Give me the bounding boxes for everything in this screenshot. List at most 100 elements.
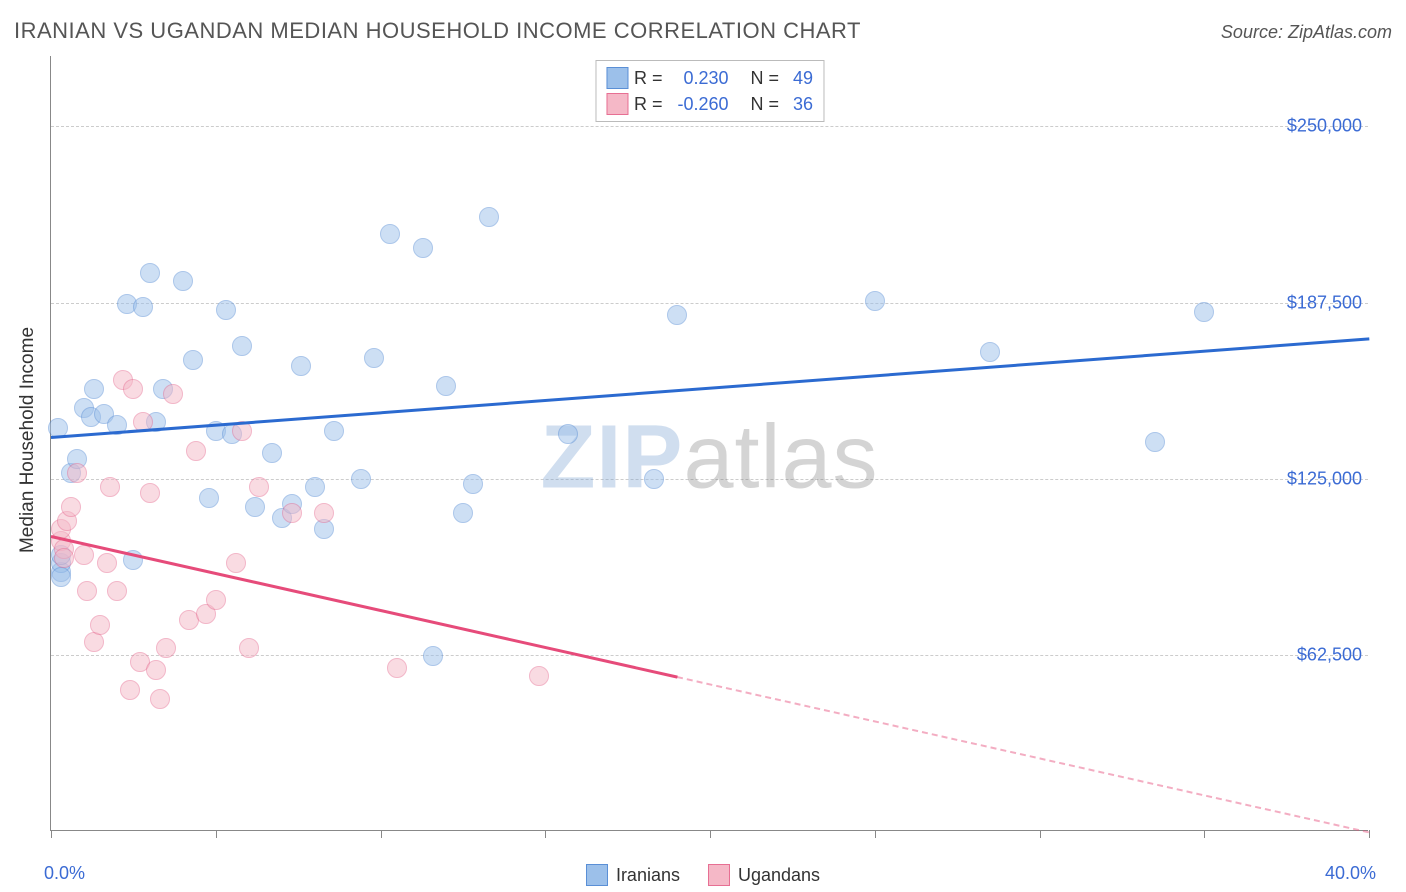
y-tick-label: $125,000: [1287, 468, 1362, 489]
scatter-point: [529, 666, 549, 686]
scatter-point: [387, 658, 407, 678]
x-tick: [875, 830, 876, 838]
scatter-point: [216, 300, 236, 320]
scatter-point: [120, 680, 140, 700]
chart-header: IRANIAN VS UGANDAN MEDIAN HOUSEHOLD INCO…: [14, 18, 1392, 44]
r-value-1: -0.260: [669, 94, 729, 115]
legend-bottom-label-1: Ugandans: [738, 865, 820, 886]
scatter-point: [1194, 302, 1214, 322]
scatter-point: [291, 356, 311, 376]
scatter-point: [249, 477, 269, 497]
scatter-point: [84, 379, 104, 399]
scatter-point: [479, 207, 499, 227]
scatter-point: [140, 483, 160, 503]
y-tick-label: $62,500: [1297, 644, 1362, 665]
scatter-point: [305, 477, 325, 497]
grid-line: [51, 479, 1368, 480]
scatter-point: [156, 638, 176, 658]
n-label: N =: [751, 94, 780, 115]
scatter-point: [667, 305, 687, 325]
scatter-point: [324, 421, 344, 441]
scatter-point: [558, 424, 578, 444]
x-tick: [381, 830, 382, 838]
scatter-point: [54, 548, 74, 568]
scatter-point: [90, 615, 110, 635]
r-label: R =: [634, 68, 663, 89]
scatter-point: [380, 224, 400, 244]
y-axis-label: Median Household Income: [17, 327, 39, 553]
x-tick: [51, 830, 52, 838]
scatter-point: [100, 477, 120, 497]
scatter-point: [146, 660, 166, 680]
scatter-point: [186, 441, 206, 461]
scatter-point: [226, 553, 246, 573]
scatter-point: [453, 503, 473, 523]
scatter-point: [51, 567, 71, 587]
scatter-point: [183, 350, 203, 370]
n-label: N =: [751, 68, 780, 89]
scatter-point: [262, 443, 282, 463]
scatter-point: [97, 553, 117, 573]
r-label: R =: [634, 94, 663, 115]
legend-bottom-swatch-0: [586, 864, 608, 886]
source-name: ZipAtlas.com: [1288, 22, 1392, 42]
legend-item-0: Iranians: [586, 864, 680, 886]
source-attribution: Source: ZipAtlas.com: [1221, 22, 1392, 43]
scatter-point: [463, 474, 483, 494]
legend-item-1: Ugandans: [708, 864, 820, 886]
series-legend: Iranians Ugandans: [0, 864, 1406, 886]
scatter-point: [77, 581, 97, 601]
n-value-1: 36: [785, 94, 813, 115]
x-tick: [710, 830, 711, 838]
scatter-point: [865, 291, 885, 311]
scatter-point: [61, 497, 81, 517]
grid-line: [51, 303, 1368, 304]
y-tick-label: $250,000: [1287, 116, 1362, 137]
correlation-legend: R = 0.230 N = 49 R = -0.260 N = 36: [595, 60, 824, 122]
scatter-point: [163, 384, 183, 404]
scatter-point: [314, 503, 334, 523]
scatter-point: [199, 488, 219, 508]
scatter-point: [239, 638, 259, 658]
scatter-point: [206, 590, 226, 610]
scatter-point: [351, 469, 371, 489]
watermark-part2: atlas: [683, 408, 878, 508]
x-tick: [545, 830, 546, 838]
legend-row-series-1: R = -0.260 N = 36: [606, 91, 813, 117]
scatter-point: [644, 469, 664, 489]
scatter-point: [245, 497, 265, 517]
n-value-0: 49: [785, 68, 813, 89]
legend-bottom-swatch-1: [708, 864, 730, 886]
watermark-part1: ZIP: [540, 408, 683, 508]
scatter-point: [173, 271, 193, 291]
legend-row-series-0: R = 0.230 N = 49: [606, 65, 813, 91]
scatter-point: [140, 263, 160, 283]
scatter-point: [364, 348, 384, 368]
scatter-point: [67, 463, 87, 483]
scatter-point: [423, 646, 443, 666]
scatter-point: [123, 379, 143, 399]
scatter-point: [1145, 432, 1165, 452]
scatter-point: [133, 297, 153, 317]
watermark: ZIPatlas: [540, 407, 878, 510]
scatter-chart: ZIPatlas R = 0.230 N = 49 R = -0.260 N =…: [50, 56, 1368, 831]
scatter-point: [413, 238, 433, 258]
grid-line: [51, 126, 1368, 127]
y-tick-label: $187,500: [1287, 292, 1362, 313]
source-prefix: Source:: [1221, 22, 1288, 42]
x-tick: [216, 830, 217, 838]
x-tick: [1204, 830, 1205, 838]
trend-line-extrapolated: [677, 676, 1369, 833]
legend-bottom-label-0: Iranians: [616, 865, 680, 886]
chart-title: IRANIAN VS UGANDAN MEDIAN HOUSEHOLD INCO…: [14, 18, 861, 44]
scatter-point: [436, 376, 456, 396]
scatter-point: [74, 545, 94, 565]
legend-swatch-0: [606, 67, 628, 89]
legend-swatch-1: [606, 93, 628, 115]
scatter-point: [150, 689, 170, 709]
scatter-point: [232, 336, 252, 356]
r-value-0: 0.230: [669, 68, 729, 89]
scatter-point: [107, 581, 127, 601]
scatter-point: [282, 503, 302, 523]
x-tick: [1040, 830, 1041, 838]
